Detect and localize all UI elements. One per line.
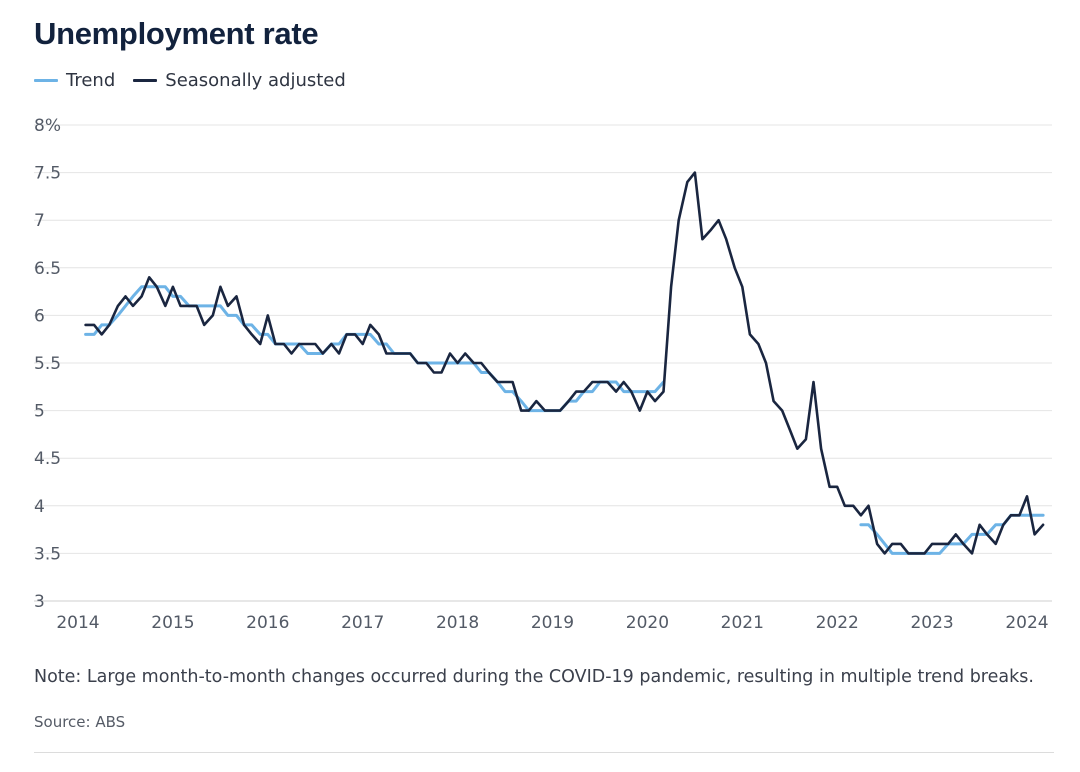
seasonally-adjusted-line — [84, 171, 1045, 555]
x-tick-label: 2021 — [721, 613, 764, 633]
x-tick-label: 2020 — [626, 613, 669, 633]
y-tick-label: 4 — [34, 497, 45, 517]
x-tick-label: 2017 — [341, 613, 384, 633]
chart-source: Source: ABS — [34, 713, 126, 731]
unemployment-line-chart: 33.544.555.566.577.58% 2014 2015 2016 2017 2… — [34, 116, 1052, 633]
x-tick-label: 2015 — [151, 613, 194, 633]
y-axis: 3 3.5 4 4.5 5 5.5 6 6.5 7 7.5 8% — [34, 116, 61, 612]
legend-label-trend: Trend — [66, 70, 116, 91]
y-tick-label: 8% — [34, 116, 61, 136]
x-tick-label: 2022 — [816, 613, 859, 633]
legend-swatch-seasonally-adjusted — [133, 79, 158, 82]
legend-item-seasonally-adjusted: Seasonally adjusted — [133, 70, 346, 91]
y-tick-label: 3 — [34, 592, 45, 612]
x-tick-label: 2023 — [910, 613, 953, 633]
x-tick-label: 2014 — [56, 613, 99, 633]
y-tick-label: 5.5 — [34, 354, 61, 374]
legend-item-trend: Trend — [34, 70, 115, 91]
y-tick-label: 7 — [34, 211, 45, 231]
legend-swatch-trend — [34, 79, 58, 82]
y-tick-label: 6.5 — [34, 259, 61, 279]
divider — [34, 752, 1054, 753]
x-axis: 2014 2015 2016 2017 2018 2019 2020 2021 2022 2023… — [56, 613, 1048, 633]
legend-label-seasonally-adjusted: Seasonally adjusted — [165, 70, 346, 91]
grid-lines — [34, 124, 1052, 602]
x-tick-label: 2019 — [531, 613, 574, 633]
y-tick-label: 7.5 — [34, 164, 61, 184]
x-tick-label: 2018 — [436, 613, 479, 633]
chart-note: Note: Large month-to-month changes occur… — [34, 667, 1034, 687]
y-tick-label: 4.5 — [34, 449, 61, 469]
y-tick-label: 6 — [34, 306, 45, 326]
series-lines — [84, 171, 1045, 555]
chart-legend: Trend Seasonally adjusted — [34, 70, 364, 91]
x-tick-label: 2024 — [1005, 613, 1048, 633]
x-tick-label: 2016 — [246, 613, 289, 633]
chart-title: Unemployment rate — [34, 16, 319, 51]
y-tick-label: 3.5 — [34, 544, 61, 564]
y-tick-label: 5 — [34, 402, 45, 422]
